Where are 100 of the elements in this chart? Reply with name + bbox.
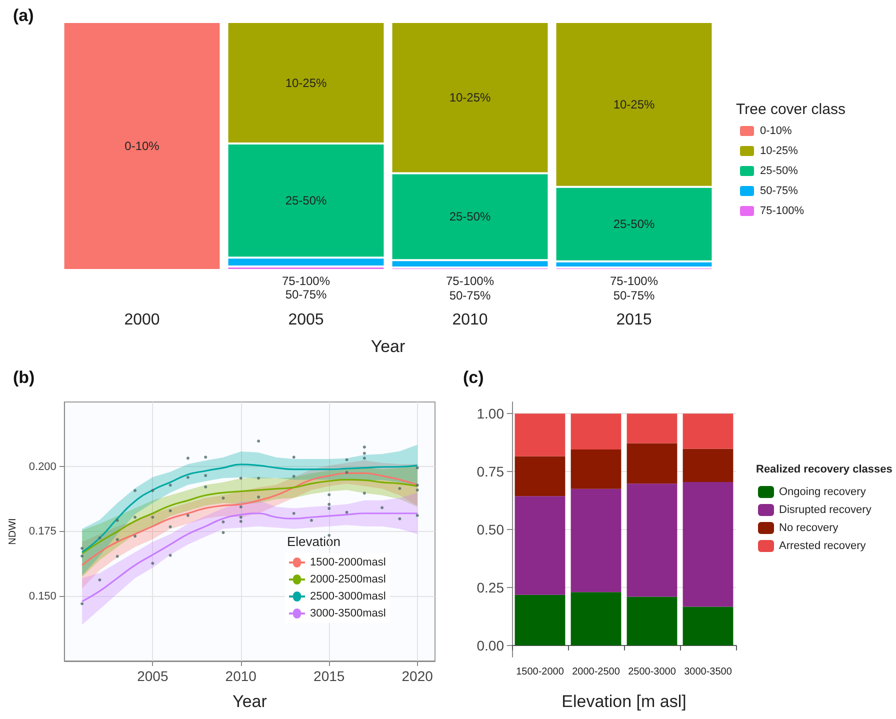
text: 10-25% (285, 76, 327, 90)
legend-label: 1500-2000masl (310, 556, 386, 568)
point (239, 516, 242, 519)
point (80, 602, 84, 606)
point (116, 554, 119, 558)
point (186, 514, 190, 517)
legend-title: Tree cover class (736, 101, 846, 118)
point (222, 520, 225, 524)
point (222, 496, 225, 500)
y-tick-label: 0.175 (28, 526, 56, 538)
line-series (81, 464, 418, 554)
point (134, 516, 137, 519)
legend-label: 50-75% (760, 185, 798, 197)
point (328, 493, 331, 496)
point (134, 534, 137, 538)
point (168, 509, 172, 512)
text: 25-50% (613, 217, 655, 232)
chart-title: (a) (13, 6, 34, 25)
legend-label: 2500-3000masl (310, 590, 386, 602)
bar (626, 443, 678, 484)
bar (682, 482, 734, 607)
y-tick-label: 1.00 (476, 406, 504, 422)
legend-label: 2000-2500masl (310, 574, 386, 586)
bar (682, 448, 734, 482)
x-axis-title: Year (370, 337, 406, 356)
bar (514, 414, 566, 456)
legend-label: 25-50% (760, 165, 798, 177)
point (310, 518, 313, 522)
point (186, 476, 190, 479)
text: 50-75% (449, 288, 491, 303)
x-tick-label: 3000-3500 (684, 666, 732, 678)
legend-label: 0-10% (760, 125, 792, 137)
point (239, 520, 242, 523)
point (362, 446, 366, 449)
bar (626, 484, 678, 597)
point (328, 506, 331, 510)
x-tick-label: 2000-2500 (572, 666, 620, 678)
point (151, 516, 154, 519)
text: 75-100% (446, 274, 494, 288)
point (398, 487, 402, 490)
point (257, 476, 260, 480)
y-tick-label: 0.00 (476, 637, 504, 654)
point (362, 452, 366, 455)
x-tick-label: 2015 (314, 668, 345, 684)
bar (626, 596, 678, 646)
x-tick-label: 2005 (137, 668, 168, 684)
x-axis-title: Elevation [m asl] (562, 692, 686, 711)
point (186, 456, 190, 460)
text: 0-10% (124, 139, 160, 153)
point (398, 517, 402, 520)
bar (570, 414, 622, 450)
point (239, 476, 242, 480)
point (239, 505, 242, 508)
legend-label: Arrested recovery (779, 540, 866, 552)
legend-label: No recovery (779, 522, 839, 534)
legend-label: 3000-3500masl (310, 608, 386, 620)
point (204, 474, 208, 478)
legend-label: Ongoing recovery (779, 486, 866, 498)
point (257, 496, 260, 499)
x-tick-label: 2500-3000 (628, 666, 676, 678)
point (80, 554, 84, 558)
point (416, 488, 419, 492)
x-tick-label: 2000 (124, 312, 160, 328)
point (328, 502, 331, 506)
line-series (81, 472, 418, 566)
y-axis-title: NDWI (8, 518, 18, 545)
point (98, 536, 102, 540)
y-tick-label: 0.25 (476, 579, 504, 596)
point (380, 506, 384, 510)
point (292, 512, 296, 515)
bar (570, 592, 622, 646)
text: 10-25% (449, 90, 491, 105)
bar (514, 594, 566, 646)
y-tick-label: 0.150 (28, 590, 56, 602)
point (80, 546, 84, 550)
point (345, 458, 348, 462)
point (204, 456, 208, 459)
point (416, 484, 419, 487)
bar (626, 414, 678, 444)
legend-title: Realized recovery classes (756, 464, 892, 476)
bar (514, 496, 566, 595)
point (204, 485, 208, 488)
x-tick-label: 2010 (452, 312, 488, 328)
point (362, 456, 366, 460)
legend-label: Disrupted recovery (779, 504, 872, 516)
point (168, 554, 172, 557)
bar (682, 414, 734, 449)
point (98, 578, 102, 582)
y-tick-label: 0.75 (476, 464, 504, 480)
text: 50-75% (285, 288, 327, 302)
point (292, 474, 296, 478)
bar (570, 488, 622, 592)
chart-title: (b) (13, 368, 35, 387)
text: 50-75% (613, 288, 655, 303)
point (134, 489, 137, 492)
legend-label: 75-100% (760, 205, 804, 217)
legend-label: 10-25% (760, 145, 798, 157)
chart-title: (c) (463, 368, 484, 387)
point (257, 440, 260, 443)
bar (682, 606, 734, 646)
